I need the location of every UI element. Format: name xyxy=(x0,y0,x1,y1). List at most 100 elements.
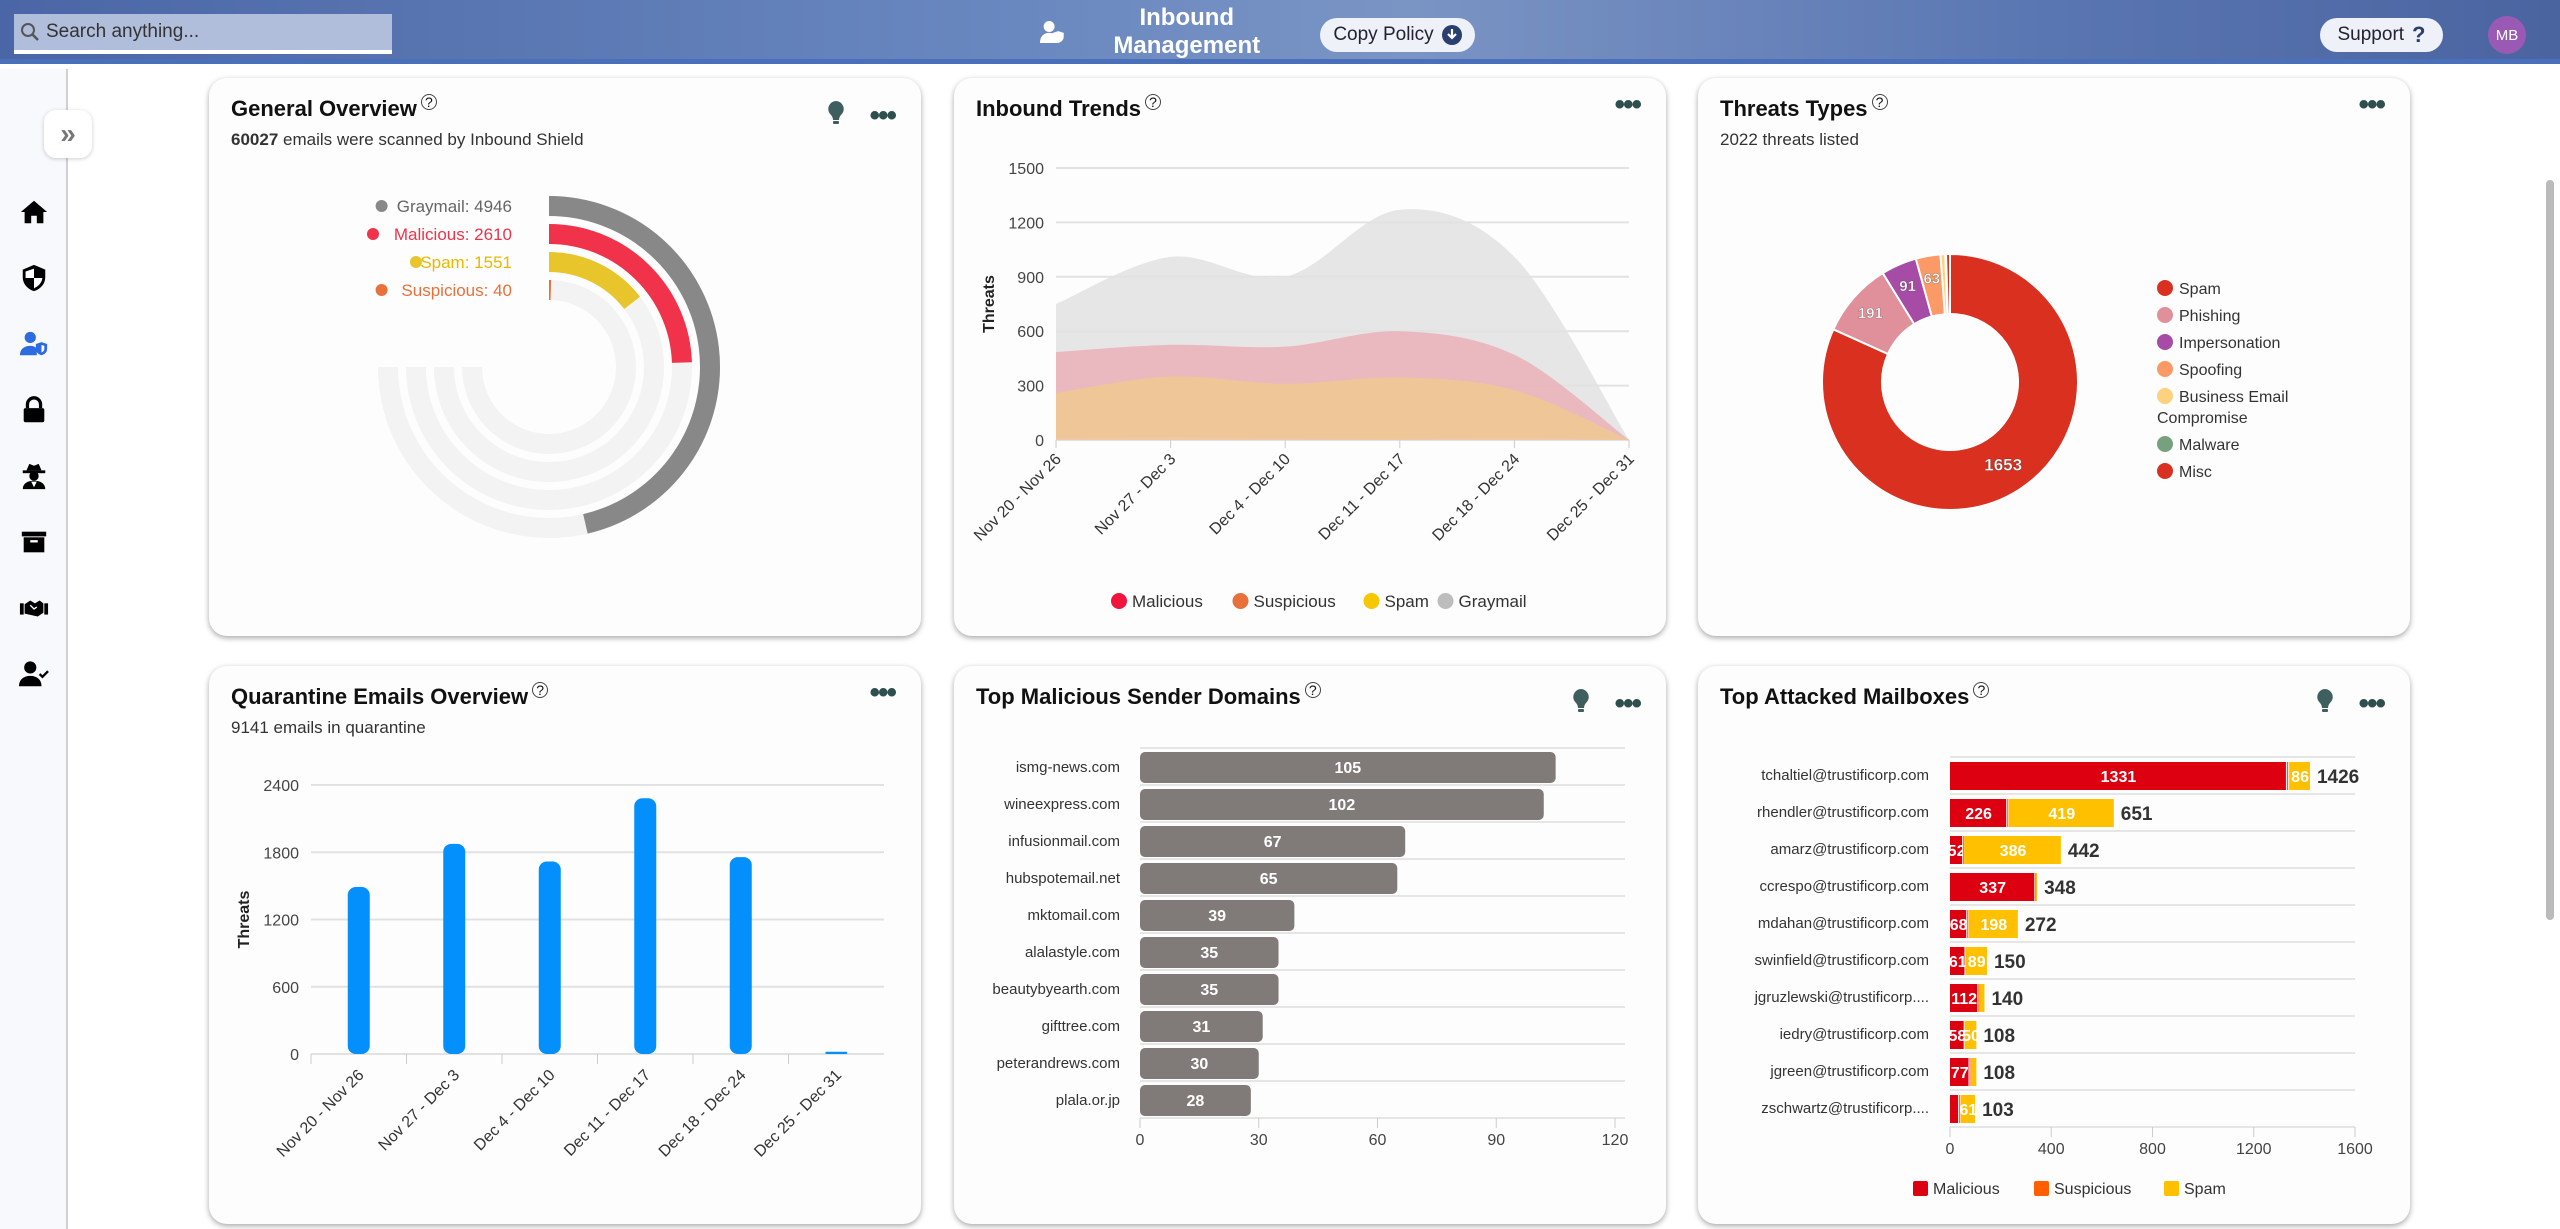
bar-value: 39 xyxy=(1208,908,1226,925)
card-title: Top Attacked Mailboxes xyxy=(1720,684,1970,709)
legend-label: Suspicious xyxy=(1254,592,1336,611)
x-tick-label: Nov 27 - Dec 3 xyxy=(1092,451,1180,539)
more-options-icon[interactable]: ••• xyxy=(1614,88,1641,121)
quarantine-card: 0 600 1200 1800 2400 Threats Nov 20 - Nov 26 No… xyxy=(209,666,921,1224)
legend-dot xyxy=(375,200,388,212)
x-tick-label: 120 xyxy=(1602,1132,1629,1149)
domains-chart: ismg-news.com 105 wineexpress.com 102 infusi… xyxy=(992,747,1629,1149)
category-label: gifttree.com xyxy=(1042,1018,1120,1035)
help-icon[interactable]: ? xyxy=(532,682,549,698)
x-tick-label: Nov 27 - Dec 3 xyxy=(376,1067,464,1155)
avatar[interactable]: MB xyxy=(2488,16,2526,54)
sidebar-item-spy[interactable] xyxy=(18,460,50,492)
segment-value: 419 xyxy=(2048,806,2075,823)
legend-label: Malware xyxy=(2179,437,2240,454)
legend-label: Suspicious xyxy=(2054,1181,2131,1198)
bar xyxy=(443,843,466,1054)
lightbulb-icon[interactable] xyxy=(1572,688,1590,719)
help-icon[interactable]: ? xyxy=(1304,682,1321,698)
total-value: 1426 xyxy=(2317,767,2359,788)
legend-label: Business Email xyxy=(2179,389,2288,406)
support-button[interactable]: Support? xyxy=(2320,18,2443,52)
more-options-icon[interactable]: ••• xyxy=(1614,686,1641,720)
category-label: infusionmail.com xyxy=(1008,833,1120,850)
slice-label: 191 xyxy=(1858,305,1883,322)
scrollbar[interactable] xyxy=(2546,180,2554,920)
help-icon[interactable]: ? xyxy=(420,94,437,110)
category-label: mdahan@trustificorp.com xyxy=(1758,915,1929,932)
bar-segment-spam xyxy=(2036,873,2038,901)
legend-dot xyxy=(1111,593,1127,609)
segment-value: 386 xyxy=(2000,843,2027,860)
legend-label: Phishing xyxy=(2179,308,2240,325)
bar-segment-suspicious xyxy=(2035,873,2037,901)
bar-value: 35 xyxy=(1200,945,1218,962)
legend-dot xyxy=(2157,361,2173,377)
bar-segment-suspicious xyxy=(1967,910,1969,938)
bar-segment-malicious xyxy=(1950,799,2007,827)
sidebar-item-archive[interactable] xyxy=(18,526,50,558)
sidebar-item-lock[interactable] xyxy=(18,394,50,426)
sidebar-item-home[interactable] xyxy=(18,196,50,228)
legend-dot xyxy=(1232,593,1249,609)
bar-segment-malicious xyxy=(1950,1095,1959,1123)
bar xyxy=(1140,789,1544,820)
y-tick-label: 300 xyxy=(1017,379,1044,396)
legend-swatch xyxy=(1913,1181,1928,1196)
bar xyxy=(729,857,752,1054)
bar-segment-malicious xyxy=(1950,836,1963,864)
area-suspicious xyxy=(1056,437,1629,440)
bar-segment-suspicious xyxy=(1959,1095,1961,1123)
legend-dot xyxy=(2157,334,2173,350)
y-tick-label: 0 xyxy=(1035,433,1044,450)
sidebar-item-user-check[interactable] xyxy=(18,658,50,690)
legend-swatch xyxy=(2164,1181,2179,1196)
segment-value: 86 xyxy=(2291,769,2309,786)
chevrons-right-icon: » xyxy=(60,118,76,149)
more-options-icon[interactable]: ••• xyxy=(2358,686,2385,720)
bar-segment-spam xyxy=(1979,984,1985,1012)
sidebar xyxy=(0,69,68,1229)
bar xyxy=(1140,863,1398,894)
category-label: jgreen@trustificorp.com xyxy=(1769,1063,1929,1080)
lightbulb-icon[interactable] xyxy=(827,100,845,131)
y-tick-label: 1500 xyxy=(1008,161,1044,178)
bar xyxy=(1140,974,1279,1005)
bar-segment-spam xyxy=(2289,762,2310,790)
more-options-icon[interactable]: ••• xyxy=(869,676,896,709)
download-icon xyxy=(1441,25,1462,45)
search-input[interactable]: Search anything... xyxy=(14,14,392,54)
bar xyxy=(347,886,370,1054)
more-options-icon[interactable]: ••• xyxy=(2358,88,2385,121)
expand-sidebar-button[interactable]: » xyxy=(44,110,92,158)
sidebar-item-shield[interactable] xyxy=(18,262,50,294)
sidebar-item-user-shield[interactable] xyxy=(18,328,50,360)
general-overview-card: Graymail: 4946 Malicious: 2610 Spam: 1551 S… xyxy=(209,78,921,636)
x-tick-label: 400 xyxy=(2038,1141,2065,1158)
category-label: ismg-news.com xyxy=(1016,759,1120,776)
y-tick-label: 1200 xyxy=(1008,215,1044,232)
bar-segment-spam xyxy=(1965,947,1987,975)
copy-policy-button[interactable]: Copy Policy xyxy=(1320,18,1475,52)
sidebar-item-handshake[interactable] xyxy=(18,592,50,624)
legend-dot xyxy=(410,256,422,268)
help-icon[interactable]: ? xyxy=(1145,94,1161,110)
bar xyxy=(1140,1011,1263,1042)
segment-value: 337 xyxy=(1979,880,2006,897)
segment-value: 50 xyxy=(1962,1028,1980,1045)
bar-segment-malicious xyxy=(1950,947,1965,975)
slice-label: 63 xyxy=(1923,271,1940,288)
category-label: iedry@trustificorp.com xyxy=(1780,1026,1929,1043)
more-options-icon[interactable]: ••• xyxy=(869,98,896,132)
search-icon xyxy=(21,23,39,41)
help-icon[interactable]: ? xyxy=(1973,682,1990,698)
bar-segment-malicious xyxy=(1950,984,1978,1012)
legend-label: Malicious xyxy=(1132,592,1203,611)
scanned-count: 60027 xyxy=(231,130,279,149)
general-overview-chart: Graymail: 4946 Malicious: 2610 Spam: 1551 S… xyxy=(367,196,720,538)
card-title: Inbound Trends xyxy=(976,96,1141,121)
lightbulb-icon[interactable] xyxy=(2316,688,2334,719)
help-icon[interactable]: ? xyxy=(1871,94,1888,110)
x-tick-label: Nov 20 - Nov 26 xyxy=(274,1067,368,1161)
bar-segment-spam xyxy=(1960,1095,1976,1123)
